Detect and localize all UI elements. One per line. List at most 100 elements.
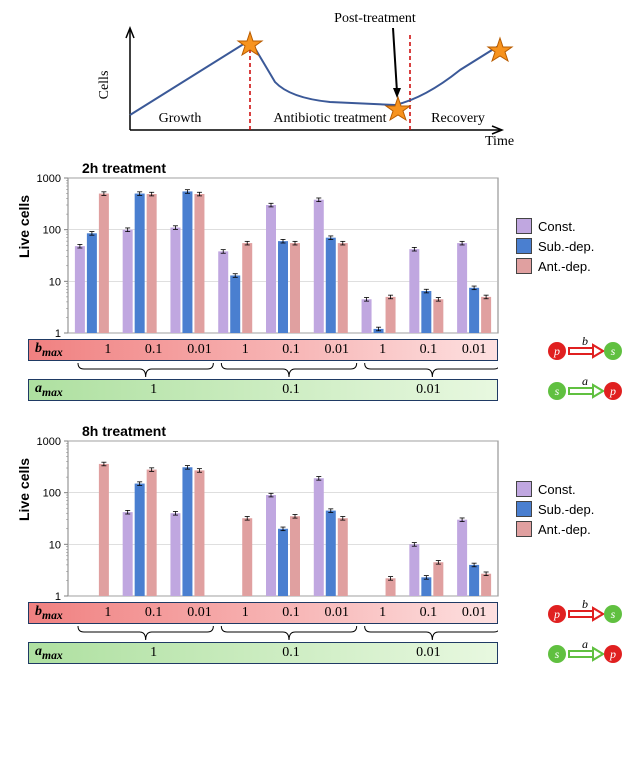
bar-chart-svg: 1101001000 [10,421,508,601]
bmax-value: 1 [360,605,406,621]
legend-label: Sub.-dep. [538,239,594,254]
timeline-x-label: Time [485,134,514,149]
bar-const [123,230,133,333]
svg-text:p: p [609,647,616,661]
bar-const [170,513,180,596]
bmax-value: 0.01 [314,605,360,621]
legend-item: Ant.-dep. [516,258,594,274]
bar-ant [99,194,109,333]
bar-ant [99,464,109,596]
bmax-value: 1 [85,605,131,621]
legend-swatch [516,501,532,517]
bmax-value: 0.1 [268,605,314,621]
svg-text:p: p [609,384,616,398]
bar-sub [469,288,479,333]
svg-text:b: b [582,337,588,348]
bar-sub [135,194,145,333]
legend-swatch [516,238,532,254]
bar-sub [230,275,240,333]
svg-text:b: b [582,600,588,611]
bar-sub [87,233,97,333]
bar-const [170,228,180,333]
legend-label: Ant.-dep. [538,259,591,274]
svg-text:s: s [611,607,616,621]
bar-ant [242,243,252,333]
legend-label: Ant.-dep. [538,522,591,537]
bar-ant [433,299,443,333]
svg-text:s: s [555,647,560,661]
param-table: bmax10.10.0110.10.0110.10.01amax10.10.01 [28,602,498,664]
bmax-value: 0.01 [451,342,497,358]
transition-icon-svg: s a p [545,640,625,664]
bar-const [314,478,324,596]
bmax-value: 0.1 [268,342,314,358]
bar-ant [338,243,348,333]
bar-ant [194,194,204,333]
bmax-value: 0.1 [131,605,177,621]
legend: Const. Sub.-dep. Ant.-dep. [516,218,594,278]
brace-row [28,624,498,642]
bar-sub [326,238,336,333]
bar-const [409,544,419,596]
svg-text:100: 100 [43,488,61,500]
bmax-value: 0.01 [314,342,360,358]
svg-text:a: a [582,640,588,651]
timeline-svg: Cells Time Post-treatment Growth Antibio… [90,10,530,150]
svg-text:p: p [553,344,560,358]
bar-ant [290,243,300,333]
figure-container: Cells Time Post-treatment Growth Antibio… [10,10,623,676]
bar-sub [182,191,192,333]
bmax-value: 1 [360,342,406,358]
legend-item: Sub.-dep. [516,238,594,254]
amax-row: amax10.10.01 [28,379,498,401]
bmax-value: 1 [222,342,268,358]
bar-ant [194,470,204,596]
legend-label: Const. [538,219,576,234]
bmax-value: 0.1 [405,605,451,621]
bar-ant [386,578,396,596]
b-transition-icon: p b s [545,600,625,624]
post-treatment-label: Post-treatment [334,11,416,26]
brace-row [28,361,498,379]
bar-ant [290,516,300,596]
chart-panel-1: 8h treatmentLive cells1101001000Const.Su… [10,421,623,676]
bar-ant [433,562,443,596]
bmax-row: bmax10.10.0110.10.0110.10.01 [28,339,498,361]
svg-text:10: 10 [49,276,61,288]
bar-ant [338,518,348,596]
amax-row: amax10.10.01 [28,642,498,664]
transition-icon-svg: p b s [545,337,625,361]
bar-const [409,249,419,333]
legend: Const. Sub.-dep. Ant.-dep. [516,481,594,541]
timeline-panel: Cells Time Post-treatment Growth Antibio… [90,10,530,150]
svg-text:s: s [611,344,616,358]
legend-label: Sub.-dep. [538,502,594,517]
phase-antibiotic: Antibiotic treatment [273,111,386,126]
bmax-value: 1 [85,342,131,358]
legend-item: Const. [516,218,594,234]
bar-ant [481,297,491,333]
bmax-value: 0.1 [131,342,177,358]
amax-value: 0.1 [222,645,359,661]
bar-sub [421,291,431,333]
bar-sub [469,565,479,596]
bar-const [266,205,276,333]
param-table: bmax10.10.0110.10.0110.10.01amax10.10.01 [28,339,498,401]
legend-item: Sub.-dep. [516,501,594,517]
amax-value: 0.01 [360,645,497,661]
amax-value: 0.1 [222,382,359,398]
bar-sub [421,577,431,596]
bar-chart-svg: 1101001000 [10,158,508,338]
bar-const [362,299,372,333]
bar-const [457,243,467,333]
svg-text:1: 1 [55,591,61,601]
svg-text:10: 10 [49,539,61,551]
transition-icon-svg: s a p [545,377,625,401]
amax-value: 1 [85,645,222,661]
legend-item: Const. [516,481,594,497]
bar-sub [135,484,145,596]
bar-const [314,200,324,333]
bar-ant [386,297,396,333]
bmax-value: 1 [222,605,268,621]
bmax-value: 0.01 [177,605,223,621]
